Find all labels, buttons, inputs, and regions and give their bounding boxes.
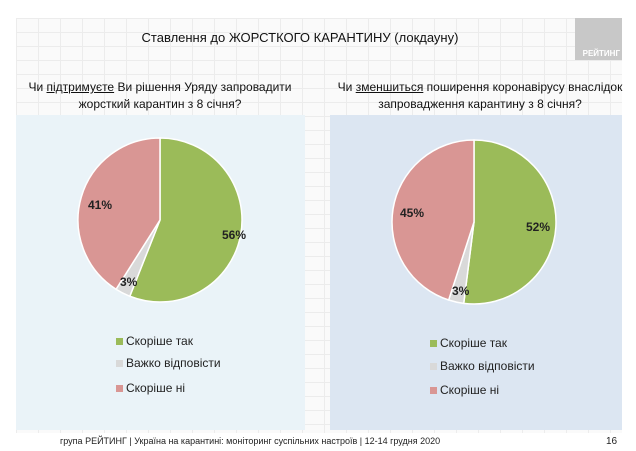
legend-label: Скоріше ні xyxy=(440,383,499,397)
legend-item: Скоріше ні xyxy=(116,381,185,395)
legend-label: Скоріше так xyxy=(126,334,193,348)
legend-label: Скоріше ні xyxy=(126,381,185,395)
legend-label: Важко відповісти xyxy=(440,359,535,373)
data-label: 41% xyxy=(88,198,113,212)
legend-item: Скоріше ні xyxy=(430,383,499,397)
legend-swatch xyxy=(116,384,123,392)
data-label: 45% xyxy=(400,206,425,220)
pie-slice-1-3 xyxy=(77,137,161,291)
pie-slice-2-3 xyxy=(391,139,475,301)
legend-item: Важко відповісти xyxy=(116,356,221,370)
data-label: 3% xyxy=(120,275,138,289)
legend-swatch xyxy=(116,337,123,345)
pie-slice-1-1 xyxy=(128,137,243,303)
legend-item: Важко відповісти xyxy=(430,359,535,373)
data-label: 56% xyxy=(222,228,247,242)
legend-swatch xyxy=(430,362,437,370)
legend-swatch xyxy=(116,359,123,367)
legend-item: Скоріше так xyxy=(116,334,193,348)
slide-title: Ставлення до ЖОРСТКОГО КАРАНТИНУ (локдау… xyxy=(141,30,459,45)
legend-swatch xyxy=(430,386,437,394)
legend-label: Скоріше так xyxy=(440,336,507,350)
legend-label: Важко відповісти xyxy=(126,356,221,370)
logo: РЕЙТИНГ xyxy=(575,18,622,60)
logo-text: РЕЙТИНГ xyxy=(582,49,620,58)
question-1: Чи підтримуєте Ви рішення Уряду запровад… xyxy=(28,80,292,111)
pie-slice-2-1 xyxy=(462,139,557,305)
legend-item: Скоріше так xyxy=(430,336,507,350)
page-number: 16 xyxy=(606,436,618,447)
question-2: Чи зменшиться поширення коронавірусу вна… xyxy=(337,80,623,111)
legend-swatch xyxy=(430,339,437,347)
data-label: 52% xyxy=(526,220,551,234)
footer: група РЕЙТИНГ | Україна на карантині: мо… xyxy=(60,436,441,446)
data-label: 3% xyxy=(452,284,470,298)
